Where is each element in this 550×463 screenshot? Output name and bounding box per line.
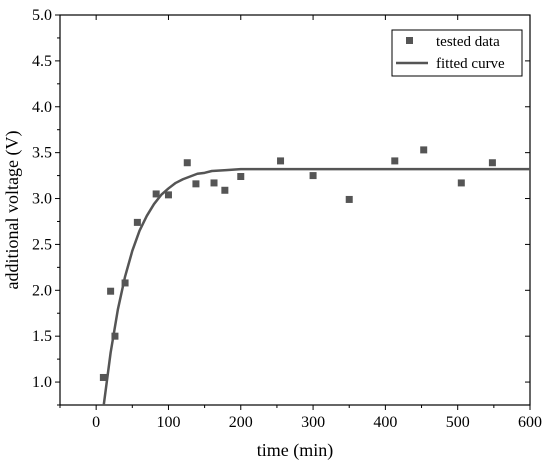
y-tick-label: 2.5: [32, 236, 52, 253]
plot-area-frame: [59, 14, 531, 406]
data-point: [107, 287, 115, 295]
y-tick-label: 5.0: [32, 7, 52, 24]
data-point: [192, 180, 200, 188]
x-tick-label: 400: [373, 414, 397, 431]
x-tick-label: 500: [446, 414, 470, 431]
y-tick-label: 1.0: [32, 374, 52, 391]
x-axis: 0 100 200 300 400 500 600: [59, 15, 542, 431]
y-tick-label: 4.0: [32, 99, 52, 116]
data-point: [164, 191, 172, 199]
data-point: [111, 332, 119, 340]
y-tick-label: 3.5: [32, 145, 52, 162]
data-point: [121, 279, 129, 287]
legend-label-tested-data: tested data: [436, 34, 500, 50]
data-point: [99, 373, 107, 381]
data-point: [488, 159, 496, 167]
data-point: [133, 218, 141, 226]
data-point: [391, 157, 399, 165]
x-tick-label: 200: [229, 414, 253, 431]
legend-box: [391, 29, 523, 77]
y-tick-label: 1.5: [32, 328, 52, 345]
y-tick-label: 3.0: [32, 191, 52, 208]
data-point: [221, 186, 229, 194]
x-tick-label: 0: [92, 414, 100, 431]
tested-data-layer: [99, 146, 496, 381]
data-point: [237, 173, 245, 181]
legend: tested data fitted curve: [391, 29, 523, 77]
data-point: [152, 190, 160, 198]
legend-marker-tested-data: [406, 37, 413, 44]
x-tick-label: 600: [518, 414, 542, 431]
data-point: [345, 195, 353, 203]
data-point: [210, 179, 218, 187]
data-point: [420, 146, 428, 154]
y-axis-title: additional voltage (V): [2, 131, 23, 290]
x-tick-label: 300: [301, 414, 325, 431]
x-tick-label: 100: [156, 414, 180, 431]
x-axis-title: time (min): [257, 440, 333, 461]
legend-label-fitted-curve: fitted curve: [436, 56, 505, 72]
data-point: [457, 179, 465, 187]
data-point: [309, 172, 317, 180]
data-point: [183, 159, 191, 167]
y-tick-label: 4.5: [32, 53, 52, 70]
y-axis: 1.0 1.5 2.0 2.5 3.0 3.5 4.0 4.5 5.0: [32, 7, 530, 406]
y-tick-label: 2.0: [32, 282, 52, 299]
data-point: [277, 157, 285, 165]
